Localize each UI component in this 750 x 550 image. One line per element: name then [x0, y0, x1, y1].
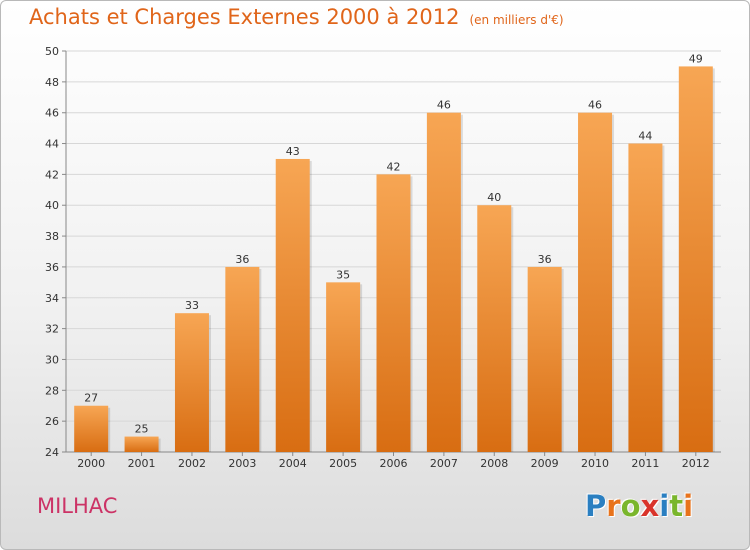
bar-value-label: 46 [437, 99, 451, 112]
y-tick-label: 40 [45, 199, 59, 212]
logo-letter: x [640, 489, 660, 523]
bar-value-label: 40 [487, 191, 501, 204]
bar [477, 205, 512, 452]
bar-value-label: 33 [185, 299, 199, 312]
x-tick-label: 2011 [631, 457, 659, 470]
x-tick-label: 2010 [581, 457, 609, 470]
logo-letter: P [585, 489, 607, 523]
y-tick-label: 32 [45, 323, 59, 336]
bar-value-label: 46 [588, 99, 602, 112]
x-tick-label: 2004 [279, 457, 307, 470]
bar [628, 143, 663, 453]
bar-value-label: 44 [638, 130, 652, 143]
x-tick-label: 2007 [430, 457, 458, 470]
bar [225, 266, 260, 452]
x-tick-label: 2012 [682, 457, 710, 470]
bar [124, 436, 159, 452]
logo-letter: r [606, 489, 621, 523]
bar [678, 66, 713, 452]
bar [326, 282, 361, 452]
x-tick-label: 2005 [329, 457, 357, 470]
logo-letter: t [669, 489, 684, 523]
y-tick-label: 34 [45, 292, 59, 305]
bar [74, 405, 109, 452]
bar-value-label: 25 [135, 423, 149, 436]
x-tick-label: 2008 [480, 457, 508, 470]
bar [174, 313, 209, 452]
y-tick-label: 48 [45, 76, 59, 89]
bar-value-label: 36 [235, 253, 249, 266]
bar-value-label: 27 [84, 392, 98, 405]
chart-title: Achats et Charges Externes 2000 à 2012 (e… [29, 5, 564, 29]
x-tick-label: 2000 [77, 457, 105, 470]
bar [578, 112, 613, 452]
proxiti-logo: Proxiti [585, 489, 693, 523]
labels: 24 26 28 30 32 34 36 38 40 42 44 46 48 50 27 2000 25 2001… [45, 45, 710, 470]
y-tick-label: 28 [45, 384, 59, 397]
bar-value-label: 49 [689, 52, 703, 65]
y-tick-label: 42 [45, 168, 59, 181]
x-tick-label: 2006 [380, 457, 408, 470]
location-name: MILHAC [37, 494, 118, 518]
x-tick-label: 2009 [531, 457, 559, 470]
bar [527, 266, 562, 452]
y-tick-label: 24 [45, 446, 59, 459]
y-tick-label: 46 [45, 107, 59, 120]
bar [376, 174, 411, 452]
bar [426, 112, 461, 452]
bar-value-label: 43 [286, 145, 300, 158]
bar-value-label: 42 [387, 160, 401, 173]
bar-value-label: 35 [336, 268, 350, 281]
y-tick-label: 36 [45, 261, 59, 274]
y-tick-label: 38 [45, 230, 59, 243]
bar-value-label: 36 [538, 253, 552, 266]
bar [275, 158, 310, 452]
bars [74, 66, 715, 453]
x-tick-label: 2001 [128, 457, 156, 470]
x-tick-label: 2002 [178, 457, 206, 470]
y-tick-label: 44 [45, 138, 59, 151]
y-tick-label: 26 [45, 415, 59, 428]
y-tick-label: 50 [45, 45, 59, 58]
logo-letter: i [659, 489, 670, 523]
logo-letter: i [683, 489, 694, 523]
x-tick-label: 2003 [228, 457, 256, 470]
logo-letter: o [620, 489, 641, 523]
y-tick-label: 30 [45, 353, 59, 366]
title-unit: (en milliers d'€) [469, 13, 564, 27]
title-main: Achats et Charges Externes 2000 à 2012 [29, 5, 460, 29]
